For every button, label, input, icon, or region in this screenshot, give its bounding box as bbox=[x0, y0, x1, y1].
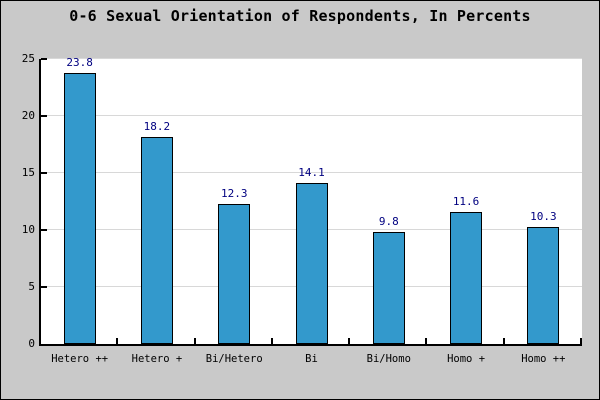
x-tick bbox=[116, 338, 119, 344]
bar-value-label: 18.2 bbox=[143, 119, 171, 133]
y-tick-label: 0 bbox=[28, 337, 35, 350]
x-category-label: Bi/Hetero bbox=[205, 353, 263, 365]
bar bbox=[140, 136, 173, 344]
bar-value-label: 11.6 bbox=[452, 194, 480, 208]
x-tick bbox=[425, 338, 428, 344]
x-category-label: Hetero + bbox=[131, 353, 183, 365]
x-category-label: Bi bbox=[305, 353, 318, 365]
x-category-label: Hetero ++ bbox=[51, 353, 109, 365]
y-tick-label: 20 bbox=[21, 109, 35, 122]
x-category-label: Bi/Homo bbox=[366, 353, 411, 365]
bar bbox=[450, 211, 483, 344]
bar bbox=[295, 183, 328, 344]
bar-value-label: 23.8 bbox=[66, 55, 93, 69]
x-tick bbox=[502, 338, 505, 344]
bar bbox=[63, 72, 96, 344]
bar bbox=[372, 232, 405, 344]
x-tick bbox=[270, 338, 273, 344]
x-category-label: Homo + bbox=[447, 353, 486, 365]
chart-title: 0-6 Sexual Orientation of Respondents, I… bbox=[69, 7, 531, 25]
x-category-label: Homo ++ bbox=[521, 353, 566, 365]
x-tick bbox=[193, 338, 196, 344]
x-tick bbox=[580, 338, 582, 344]
plot-area: 23.8 18.2 12.3 14.1 9.8 11.6 10.3 bbox=[39, 55, 582, 346]
bar bbox=[527, 226, 560, 344]
y-tick-label: 25 bbox=[21, 52, 35, 65]
bar-value-label: 14.1 bbox=[298, 166, 325, 180]
bar bbox=[218, 203, 251, 344]
gridline bbox=[41, 172, 582, 173]
y-tick bbox=[41, 58, 47, 60]
y-tick bbox=[41, 115, 47, 117]
x-axis-labels: Hetero ++ Hetero + Bi/Hetero Bi Bi/Homo Homo … bbox=[41, 353, 582, 369]
gridline bbox=[41, 115, 582, 116]
gridline bbox=[41, 58, 582, 59]
y-tick bbox=[41, 172, 47, 174]
y-tick bbox=[41, 229, 47, 231]
x-tick bbox=[348, 338, 351, 344]
y-tick-label: 5 bbox=[28, 280, 35, 293]
y-tick-label: 10 bbox=[21, 223, 35, 236]
bar-value-label: 10.3 bbox=[530, 209, 557, 223]
y-axis-labels: 0 5 10 15 20 25 bbox=[1, 52, 35, 350]
y-tick-label: 15 bbox=[21, 166, 35, 179]
y-tick bbox=[41, 286, 47, 288]
bar-value-label: 9.8 bbox=[378, 215, 399, 229]
bar-value-label: 12.3 bbox=[220, 186, 248, 200]
